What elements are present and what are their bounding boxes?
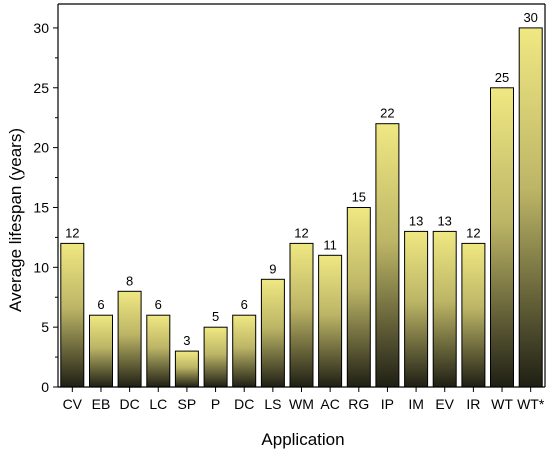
y-tick-label-2: 10: [33, 259, 49, 275]
bar-4: [174, 350, 199, 388]
bar-13: [432, 230, 457, 388]
data-label-9: 11: [323, 237, 337, 252]
bar-11: [375, 123, 400, 388]
x-tick-label-12: IM: [408, 396, 424, 412]
data-label-1: 6: [97, 297, 104, 312]
x-tick-label-8: WM: [289, 396, 314, 412]
y-tick-label-6: 30: [33, 20, 49, 36]
data-label-3: 6: [155, 297, 162, 312]
y-tick-label-4: 20: [33, 140, 49, 156]
data-label-11: 22: [380, 106, 394, 121]
bar-15: [490, 87, 514, 388]
x-tick-label-16: WT*: [517, 396, 545, 412]
x-tick-label-1: EB: [92, 396, 111, 412]
x-tick-label-3: LC: [149, 396, 167, 412]
bar-16: [518, 27, 543, 388]
x-tick-label-5: P: [211, 396, 220, 412]
bar-6: [232, 314, 257, 388]
x-tick-label-4: SP: [178, 396, 197, 412]
x-tick-label-15: WT: [491, 396, 513, 412]
data-label-16: 30: [523, 10, 537, 25]
data-label-8: 12: [294, 225, 308, 240]
data-label-4: 3: [183, 333, 190, 348]
x-tick-label-10: RG: [348, 396, 369, 412]
bar-2: [117, 290, 142, 388]
x-tick-label-13: EV: [435, 396, 454, 412]
data-label-2: 8: [126, 273, 133, 288]
x-tick-label-2: DC: [119, 396, 139, 412]
x-axis-title: Application: [261, 430, 344, 449]
bar-0: [60, 242, 85, 388]
data-label-15: 25: [495, 70, 509, 85]
bar-9: [318, 254, 343, 388]
y-tick-label-0: 0: [41, 379, 49, 395]
x-tick-label-0: CV: [63, 396, 83, 412]
data-label-7: 9: [269, 261, 276, 276]
data-label-12: 13: [409, 213, 423, 228]
y-tick-label-5: 25: [33, 80, 49, 96]
y-tick-label-1: 5: [41, 319, 49, 335]
bar-5: [203, 326, 228, 388]
x-tick-label-7: LS: [264, 396, 281, 412]
data-label-0: 12: [65, 225, 79, 240]
x-tick-label-9: AC: [320, 396, 339, 412]
y-tick-label-3: 15: [33, 199, 49, 215]
x-tick-label-14: IR: [466, 396, 480, 412]
bar-10: [346, 207, 371, 388]
x-tick-label-6: DC: [234, 396, 254, 412]
bar-8: [289, 242, 314, 388]
bar-12: [404, 230, 429, 388]
bar-3: [146, 314, 171, 388]
data-label-5: 5: [212, 309, 219, 324]
data-label-10: 15: [352, 190, 366, 205]
data-label-6: 6: [241, 297, 248, 312]
data-label-14: 12: [466, 225, 480, 240]
bar-14: [461, 242, 486, 388]
bar-1: [89, 314, 113, 388]
x-tick-label-11: IP: [381, 396, 394, 412]
bars-layer: 12 6 8 6 3 5 6 9 12 11 15 22 13 13 12 25 30: [60, 10, 543, 388]
y-axis-title: Average lifespan (years): [6, 128, 25, 312]
axes-layer: CV EB DC LC SP P DC LS WM AC RG IP IM EV IR WT WT* 0 5 10 15…: [33, 3, 546, 412]
bar-7: [260, 278, 285, 388]
data-label-13: 13: [437, 213, 451, 228]
